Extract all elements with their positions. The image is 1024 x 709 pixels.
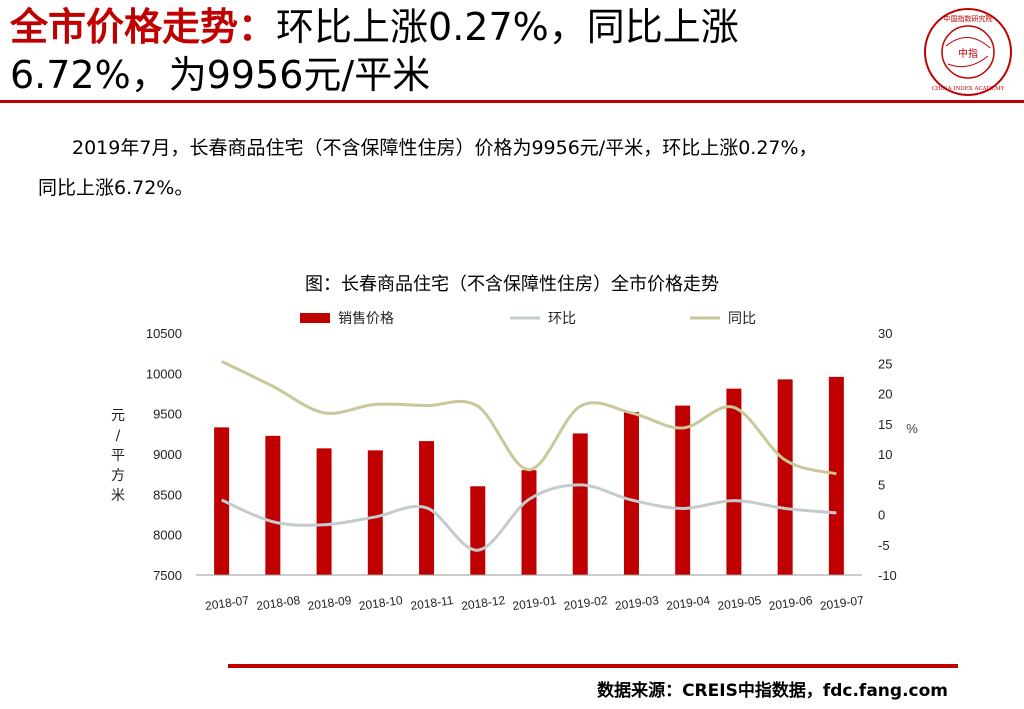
legend-sales-price-swatch [300, 313, 330, 323]
logo-en-name: CHINA INDEX ACADEMY [932, 86, 1005, 92]
right-axis-tick-label: -10 [878, 568, 897, 583]
bar-sales-price [521, 470, 537, 575]
left-axis-tick-label: 10500 [146, 326, 182, 341]
left-axis-title-char: 平 [111, 448, 125, 464]
x-axis-tick-label: 2019-06 [768, 593, 814, 613]
x-axis-tick-label: 2018-09 [307, 593, 353, 613]
left-axis-tick-label: 9000 [153, 447, 182, 462]
right-axis-tick-label: -5 [878, 538, 890, 553]
left-axis-tick-label: 10000 [146, 366, 182, 381]
x-axis-tick-label: 2019-04 [665, 593, 711, 613]
left-axis-title-char: 米 [111, 488, 125, 504]
page-title-line2: 6.72%，为9956元/平米 [10, 53, 431, 97]
bar-sales-price [265, 435, 281, 575]
logo-center-text: 中指 [958, 47, 978, 60]
left-axis-tick-label: 7500 [153, 568, 182, 583]
x-axis-tick-label: 2018-07 [204, 593, 250, 613]
x-axis-tick-label: 2019-07 [819, 593, 865, 613]
bar-sales-price [367, 450, 383, 575]
left-axis-title-char: / [116, 428, 121, 444]
line-yoy-change [220, 360, 837, 476]
x-axis-tick-label: 2019-03 [614, 593, 660, 613]
bar-sales-price [572, 433, 588, 575]
page-title: 全市价格走势：环比上涨0.27%，同比上涨 [10, 4, 739, 50]
x-axis-tick-label: 2018-08 [256, 593, 302, 613]
line-mom-change [221, 483, 837, 552]
left-axis-title-char: 方 [111, 468, 125, 484]
left-axis-title-char: 元 [111, 408, 125, 424]
intro-paragraph: 2019年7月，长春商品住宅（不含保障性住房）价格为9956元/平米，环比上涨0… [38, 128, 988, 208]
right-axis-tick-label: 5 [878, 477, 885, 492]
bar-sales-price [675, 405, 691, 575]
bar-sales-price [316, 448, 332, 575]
bar-sales-price [777, 379, 793, 575]
legend-mom-label: 环比 [548, 311, 576, 327]
bar-sales-price [623, 412, 639, 575]
logo-cn-name: 中国指数研究院 [944, 14, 993, 23]
bar-sales-price [828, 376, 844, 575]
right-axis-tick-label: 15 [878, 417, 892, 432]
x-axis-tick-label: 2019-05 [717, 593, 763, 613]
right-axis-tick-label: 25 [878, 356, 892, 371]
bar-sales-price [470, 486, 486, 575]
china-index-academy-logo: 中指 中国指数研究院 CHINA INDEX ACADEMY [924, 8, 1012, 96]
intro-line-1: 2019年7月，长春商品住宅（不含保障性住房）价格为9956元/平米，环比上涨0… [72, 137, 818, 159]
intro-line-2: 同比上涨6.72%。 [38, 177, 194, 199]
x-axis-tick-label: 2019-02 [563, 593, 609, 613]
x-axis-tick-label: 2018-12 [460, 593, 506, 613]
bar-sales-price [726, 388, 742, 575]
left-axis-tick-label: 9500 [153, 407, 182, 422]
right-axis-tick-label: 10 [878, 447, 892, 462]
legend-yoy-label: 同比 [728, 311, 756, 327]
title-divider [0, 100, 1024, 103]
legend-sales-price-label: 销售价格 [338, 311, 394, 327]
source-divider [228, 664, 958, 668]
data-source: 数据来源：CREIS中指数据，fdc.fang.com [597, 681, 948, 701]
page-title-highlight: 全市价格走势： [10, 5, 277, 49]
right-axis-tick-label: 30 [878, 326, 892, 341]
right-axis-tick-label: 20 [878, 387, 892, 402]
x-axis-tick-label: 2018-11 [410, 593, 455, 613]
page-title-rest: 环比上涨0.27%，同比上涨 [276, 5, 739, 49]
left-axis-tick-label: 8000 [153, 528, 182, 543]
x-axis-tick-label: 2018-10 [358, 593, 404, 613]
chart-title: 图：长春商品住宅（不含保障性住房）全市价格走势 [305, 274, 719, 295]
left-axis-tick-label: 8500 [153, 487, 182, 502]
right-axis-title: % [906, 421, 918, 436]
right-axis-tick-label: 0 [878, 508, 885, 523]
x-axis-tick-label: 2019-01 [512, 593, 558, 613]
